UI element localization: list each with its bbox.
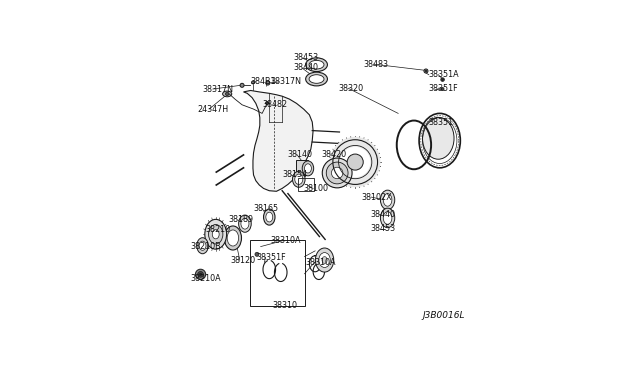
Ellipse shape — [205, 219, 227, 249]
Text: 38210: 38210 — [205, 225, 230, 234]
Ellipse shape — [306, 72, 328, 86]
Circle shape — [225, 92, 229, 96]
Ellipse shape — [332, 167, 343, 179]
Text: 38320: 38320 — [339, 84, 364, 93]
Text: 38102X: 38102X — [362, 193, 392, 202]
Ellipse shape — [383, 212, 392, 224]
Bar — [296, 160, 308, 174]
Circle shape — [252, 81, 254, 84]
Text: 38420: 38420 — [322, 150, 347, 158]
Text: 38351F: 38351F — [257, 253, 286, 262]
Text: 38154: 38154 — [282, 170, 307, 179]
Text: 38317N: 38317N — [270, 77, 301, 86]
Bar — [250, 240, 305, 306]
Circle shape — [424, 69, 428, 73]
Text: 38482: 38482 — [262, 100, 288, 109]
Ellipse shape — [306, 58, 328, 71]
Ellipse shape — [224, 226, 241, 250]
Ellipse shape — [319, 253, 330, 267]
Text: 38210A: 38210A — [191, 275, 221, 283]
Ellipse shape — [380, 208, 395, 228]
Ellipse shape — [302, 161, 314, 176]
Text: 38440: 38440 — [293, 63, 318, 72]
Text: 38351F: 38351F — [429, 84, 458, 93]
Text: 38210B: 38210B — [191, 242, 221, 251]
Ellipse shape — [422, 118, 454, 159]
Ellipse shape — [227, 230, 239, 246]
Text: 38453: 38453 — [293, 53, 318, 62]
Text: 38120: 38120 — [230, 256, 255, 264]
Ellipse shape — [340, 147, 371, 177]
Text: 38351: 38351 — [429, 118, 454, 127]
Polygon shape — [243, 90, 313, 191]
Circle shape — [441, 78, 444, 81]
Ellipse shape — [199, 241, 206, 250]
Ellipse shape — [264, 209, 275, 225]
Circle shape — [266, 102, 268, 105]
Text: 38100: 38100 — [303, 184, 329, 193]
Circle shape — [442, 79, 444, 80]
Ellipse shape — [295, 174, 303, 185]
Text: 384B1: 384B1 — [251, 77, 276, 86]
Ellipse shape — [223, 91, 232, 97]
Ellipse shape — [239, 215, 252, 232]
Circle shape — [441, 87, 444, 90]
Ellipse shape — [330, 137, 380, 187]
Ellipse shape — [241, 218, 249, 229]
Circle shape — [200, 273, 202, 276]
Ellipse shape — [380, 190, 395, 210]
Text: 38310A: 38310A — [270, 236, 301, 246]
Circle shape — [240, 83, 244, 87]
Ellipse shape — [292, 171, 305, 187]
Text: 38453: 38453 — [371, 224, 396, 233]
Ellipse shape — [305, 164, 312, 173]
Ellipse shape — [383, 193, 392, 206]
Text: 38351A: 38351A — [429, 70, 460, 79]
Text: 38440: 38440 — [371, 210, 396, 219]
Ellipse shape — [326, 162, 348, 184]
Ellipse shape — [266, 212, 273, 222]
Text: 38189: 38189 — [228, 215, 253, 224]
Text: 38310: 38310 — [272, 301, 297, 310]
Circle shape — [195, 269, 205, 279]
Text: J3B0016L: J3B0016L — [422, 311, 465, 320]
Circle shape — [266, 81, 270, 85]
Ellipse shape — [347, 154, 364, 170]
Text: 24347H: 24347H — [198, 105, 228, 113]
Ellipse shape — [309, 60, 324, 69]
Bar — [298, 179, 314, 191]
Ellipse shape — [316, 248, 333, 272]
Text: 38483: 38483 — [363, 60, 388, 68]
Circle shape — [198, 272, 204, 277]
Circle shape — [425, 70, 427, 72]
Ellipse shape — [322, 257, 327, 263]
Text: 38317N: 38317N — [202, 84, 234, 93]
Text: 38140: 38140 — [287, 150, 312, 158]
Ellipse shape — [323, 158, 352, 188]
Text: 38165: 38165 — [253, 204, 278, 213]
Circle shape — [255, 252, 259, 256]
Text: 38310A: 38310A — [305, 259, 335, 267]
Ellipse shape — [197, 238, 208, 254]
Ellipse shape — [212, 230, 219, 239]
Ellipse shape — [309, 75, 324, 83]
Ellipse shape — [209, 225, 223, 244]
